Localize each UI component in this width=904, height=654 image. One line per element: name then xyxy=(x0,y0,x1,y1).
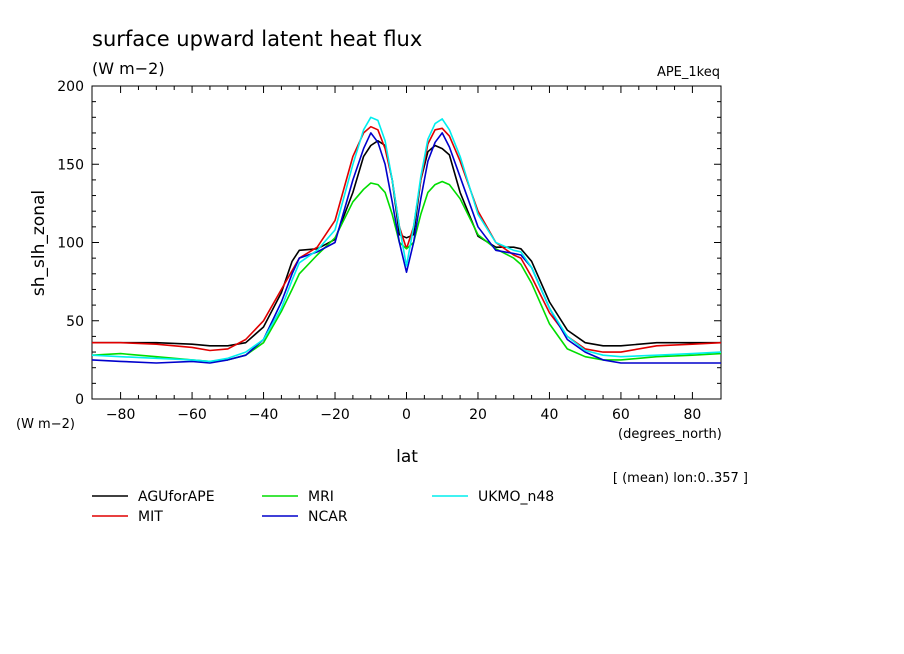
series-line-mri xyxy=(91,180,722,363)
legend-label: MIT xyxy=(138,509,163,525)
experiment-label: APE_1keq xyxy=(657,65,720,80)
legend-label: UKMO_n48 xyxy=(478,489,554,505)
x-tick-label: 0 xyxy=(402,407,411,423)
series-line-mit xyxy=(92,125,722,353)
x-tick-label: 20 xyxy=(469,407,487,423)
legend-label: NCAR xyxy=(308,509,348,525)
y-ticks: 0 50 100 150 200 xyxy=(57,79,721,408)
legend-label: MRI xyxy=(308,489,334,505)
x-tick-label: 40 xyxy=(541,407,559,423)
y-tick-label: 100 xyxy=(57,236,84,252)
x-tick-label: −60 xyxy=(177,407,207,423)
x-tick-label: −40 xyxy=(249,407,279,423)
x-axis-label: lat xyxy=(396,447,418,467)
x-tick-label: 60 xyxy=(612,407,630,423)
y-tick-label: 200 xyxy=(57,79,84,95)
x-tick-label: 80 xyxy=(683,407,701,423)
plot-frame xyxy=(91,85,722,400)
y-axis-units: (W m−2) xyxy=(16,417,75,432)
chart-units: (W m−2) xyxy=(92,59,165,78)
mean-note: [ (mean) lon:0..357 ] xyxy=(613,471,748,486)
series-line-aguforape xyxy=(92,140,721,347)
y-tick-label: 0 xyxy=(75,392,84,408)
x-axis-units: (degrees_north) xyxy=(618,427,722,442)
legend: AGUforAPE MIT MRI NCAR UKMO_n48 xyxy=(92,489,554,525)
y-tick-label: 50 xyxy=(66,314,84,330)
x-tick-label: −80 xyxy=(106,407,136,423)
y-axis-label: sh_slh_zonal xyxy=(29,190,49,296)
x-ticks: −80 −60 −40 −20 0 20 40 60 80 xyxy=(106,86,701,423)
series-lines xyxy=(91,116,722,364)
chart-title: surface upward latent heat flux xyxy=(92,27,422,51)
series-line-ukmo_n48 xyxy=(91,116,722,363)
x-tick-label: −20 xyxy=(320,407,350,423)
y-tick-label: 150 xyxy=(57,157,84,173)
legend-label: AGUforAPE xyxy=(138,489,215,505)
